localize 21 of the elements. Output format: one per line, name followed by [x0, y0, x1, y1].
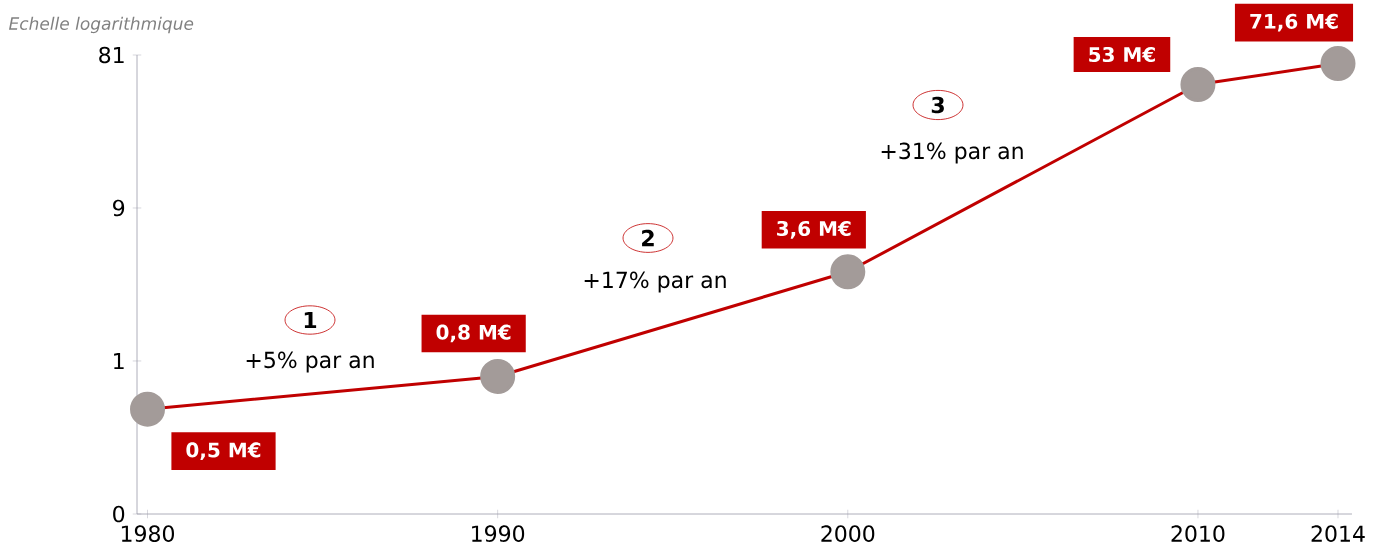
y-tick-label: 0 [113, 505, 125, 523]
annotation: 3 [931, 96, 944, 114]
annotation: +31% par an [881, 142, 1023, 164]
x-tick-label: 1990 [472, 525, 525, 542]
data-label: 71,6 M€ [1250, 13, 1338, 32]
data-label: 0,8 M€ [436, 324, 511, 343]
x-tick-label: 2000 [821, 525, 875, 542]
y-tick-label: 9 [113, 199, 125, 217]
y-tick-label: 1 [114, 352, 124, 369]
x-tick-label: 2010 [1171, 525, 1225, 542]
x-tick-label: 1980 [121, 525, 175, 542]
annotation: +17% par an [584, 271, 726, 293]
y-tick-label: 81 [99, 46, 124, 64]
data-label: 3,6 M€ [777, 220, 851, 239]
data-label: 0,5 M€ [186, 442, 261, 461]
data-label: 53 M€ [1089, 46, 1155, 63]
annotation: 2 [642, 229, 654, 247]
annotation: 1 [304, 311, 317, 329]
annotation: +5% par an [246, 351, 374, 373]
x-tick-label: 2014 [1311, 525, 1365, 542]
y-axis-title: Echelle logarithmique [8, 16, 194, 34]
